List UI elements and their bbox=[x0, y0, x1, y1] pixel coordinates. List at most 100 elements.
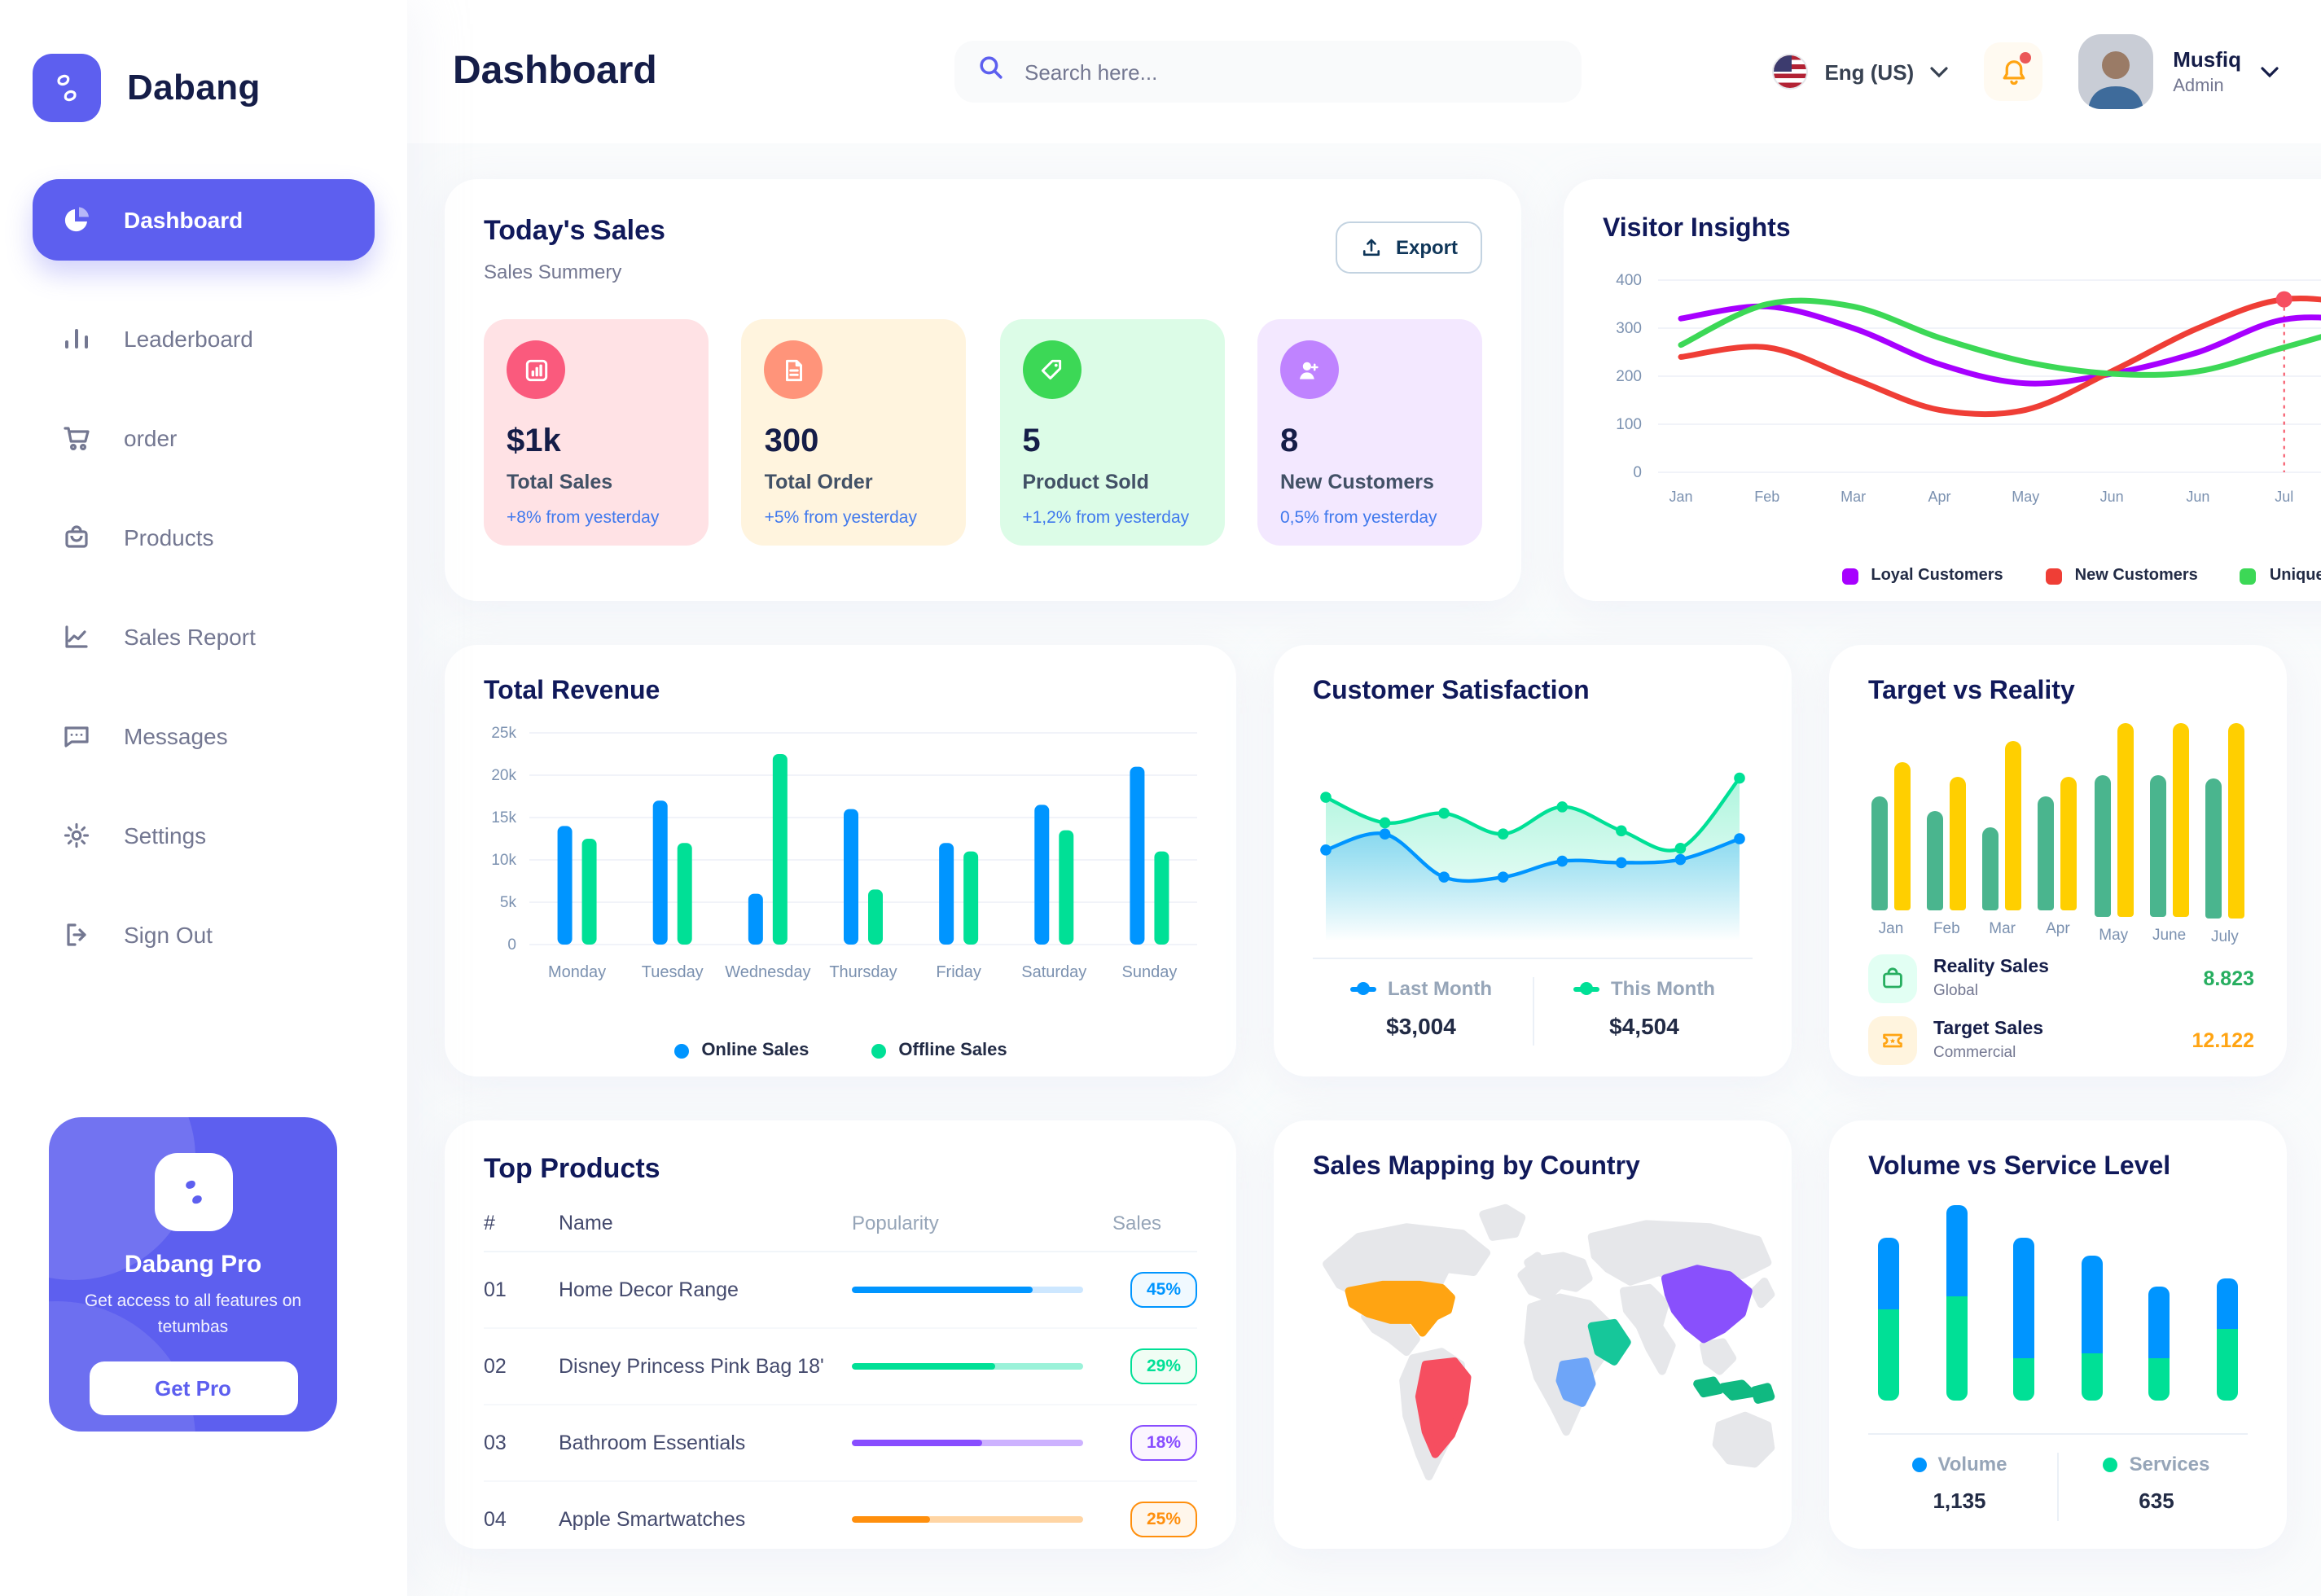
col-popularity: Popularity bbox=[852, 1212, 939, 1234]
country-saudi-arabia[interactable] bbox=[1587, 1318, 1631, 1366]
avatar bbox=[2078, 34, 2154, 109]
sidebar-item-order[interactable]: order bbox=[33, 397, 375, 479]
bar-group: Mar bbox=[1980, 723, 2025, 938]
target-sales-value: 12.122 bbox=[2192, 1029, 2254, 1052]
stat-value: 300 bbox=[764, 423, 819, 459]
bar-stats-icon bbox=[507, 340, 565, 399]
chevron-down-icon bbox=[2261, 66, 2279, 77]
top-products-card: Top Products # Name Popularity Sales 01 … bbox=[445, 1120, 1236, 1549]
sidebar-item-label: Leaderboard bbox=[124, 326, 253, 352]
user-role: Admin bbox=[2173, 77, 2224, 96]
gear-icon bbox=[59, 818, 94, 853]
bar-group: July bbox=[2202, 723, 2248, 946]
table-row: 04 Apple Smartwatches 25% bbox=[484, 1482, 1197, 1557]
legend-label: Target Sales bbox=[1933, 1019, 2044, 1039]
sidebar-item-messages[interactable]: Messages bbox=[33, 695, 375, 777]
row-num: 01 bbox=[484, 1278, 507, 1301]
stat-card-new-customers: 8 New Customers 0,5% from yesterday bbox=[1257, 319, 1482, 546]
search-input[interactable] bbox=[1021, 58, 1559, 86]
legend-item-volume: Volume 1,135 bbox=[1875, 1453, 2044, 1513]
notifications-button[interactable] bbox=[1984, 42, 2043, 101]
svg-text:Jan: Jan bbox=[1669, 489, 1692, 505]
reality-sales-legend-row: Reality Sales Global 8.823 bbox=[1868, 954, 2254, 1003]
country-china[interactable] bbox=[1661, 1265, 1753, 1344]
stat-label: Product Sold bbox=[1022, 471, 1149, 493]
svg-text:0: 0 bbox=[1633, 464, 1642, 481]
table-header: # Name Popularity Sales bbox=[484, 1212, 1197, 1252]
stat-delta: +5% from yesterday bbox=[764, 508, 917, 528]
world-map bbox=[1323, 1204, 1775, 1481]
visitor-insights-chart: 4003002001000JanFebMarAprMayJunJunJulSep… bbox=[1616, 272, 2321, 505]
legend-label: Unique Customers bbox=[2269, 567, 2321, 585]
sidebar-item-sign-out[interactable]: Sign Out bbox=[33, 894, 375, 976]
svg-text:5k: 5k bbox=[500, 894, 517, 911]
divider bbox=[1532, 977, 1533, 1046]
services-value: 635 bbox=[2139, 1489, 2174, 1513]
profile-text: Musfiq Admin bbox=[2173, 47, 2241, 96]
divider bbox=[1868, 1433, 2248, 1435]
legend-texts: Reality Sales Global bbox=[1933, 958, 2049, 1000]
export-button[interactable]: Export bbox=[1335, 221, 1482, 274]
stacked-bar bbox=[2216, 1278, 2238, 1401]
target-vs-reality-chart: Jan Feb Mar Apr May June July bbox=[1868, 723, 2248, 946]
legend-label: Volume bbox=[1937, 1453, 2007, 1475]
sidebar: Dabang Dashboard Leaderboard order bbox=[0, 0, 407, 1596]
sidebar-item-label: Products bbox=[124, 524, 214, 550]
bar-group: June bbox=[2147, 723, 2192, 945]
pie-chart-icon bbox=[59, 202, 94, 238]
language-selector[interactable]: Eng (US) bbox=[1772, 54, 1948, 90]
profile-menu[interactable]: Musfiq Admin bbox=[2078, 34, 2279, 109]
svg-text:Friday: Friday bbox=[936, 963, 981, 981]
volume-value: 1,135 bbox=[1933, 1489, 1986, 1513]
svg-text:20k: 20k bbox=[491, 767, 516, 784]
col-sales: Sales bbox=[1112, 1212, 1162, 1234]
total-revenue-title: Total Revenue bbox=[484, 677, 660, 705]
svg-text:May: May bbox=[2012, 489, 2039, 505]
country-dr-congo[interactable] bbox=[1555, 1357, 1596, 1407]
last-month-marker bbox=[1350, 982, 1376, 995]
bag-icon bbox=[59, 520, 94, 555]
sidebar-item-products[interactable]: Products bbox=[33, 497, 375, 578]
message-icon bbox=[59, 718, 94, 754]
sidebar-item-settings[interactable]: Settings bbox=[33, 795, 375, 876]
todays-sales-subtitle: Sales Summery bbox=[484, 261, 622, 283]
product-name: Apple Smartwatches bbox=[559, 1508, 746, 1531]
customer-satisfaction-card: Customer Satisfaction Last Month $3,004 … bbox=[1274, 645, 1792, 1076]
sales-mapping-card: Sales Mapping by Country bbox=[1274, 1120, 1792, 1549]
sidebar-item-leaderboard[interactable]: Leaderboard bbox=[33, 298, 375, 379]
legend-item: Loyal Customers bbox=[1841, 567, 2003, 585]
sidebar-item-dashboard[interactable]: Dashboard bbox=[33, 179, 375, 261]
top-products-title: Top Products bbox=[484, 1153, 660, 1184]
ticket-icon bbox=[1868, 1016, 1917, 1065]
country-brazil[interactable] bbox=[1415, 1357, 1472, 1458]
export-icon bbox=[1362, 239, 1380, 256]
get-pro-button[interactable]: Get Pro bbox=[89, 1361, 297, 1414]
stat-delta: 0,5% from yesterday bbox=[1279, 508, 1437, 528]
last-month-value: $3,004 bbox=[1386, 1013, 1456, 1039]
services-dot bbox=[2103, 1457, 2118, 1471]
header-actions: Eng (US) Musfiq Admin bbox=[1772, 0, 2279, 143]
sidebar-item-label: Messages bbox=[124, 723, 228, 749]
legend-item: Unique Customers bbox=[2240, 567, 2321, 585]
sidebar-item-label: order bbox=[124, 425, 178, 451]
product-name: Home Decor Range bbox=[559, 1278, 739, 1301]
country-indonesia[interactable] bbox=[1693, 1376, 1775, 1404]
svg-text:100: 100 bbox=[1616, 416, 1642, 433]
search-icon bbox=[977, 54, 1005, 90]
customer-satisfaction-legend: Last Month $3,004 This Month $4,504 bbox=[1274, 977, 1792, 1046]
notification-badge bbox=[2020, 52, 2032, 64]
volume-service-chart bbox=[1878, 1205, 2238, 1401]
legend-sublabel: Global bbox=[1933, 982, 1978, 1000]
svg-text:Jun: Jun bbox=[2186, 489, 2209, 505]
stacked-bar bbox=[2013, 1238, 2035, 1401]
user-name: Musfiq bbox=[2173, 47, 2241, 72]
search-bar[interactable] bbox=[954, 41, 1582, 103]
sidebar-item-sales-report[interactable]: Sales Report bbox=[33, 596, 375, 677]
target-vs-reality-title: Target vs Reality bbox=[1868, 677, 2075, 705]
country-united-states[interactable] bbox=[1345, 1280, 1455, 1337]
bar-group: Jan bbox=[1868, 723, 1914, 938]
pro-card-title: Dabang Pro bbox=[124, 1251, 262, 1278]
dabang-pro-icon bbox=[154, 1153, 232, 1231]
brand[interactable]: Dabang bbox=[33, 54, 261, 122]
